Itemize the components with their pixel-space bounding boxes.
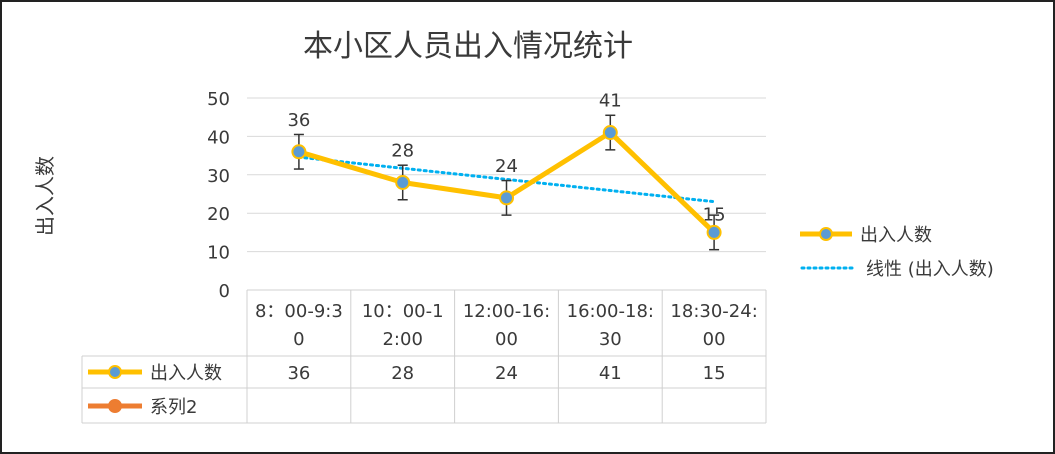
table-key-marker [108, 365, 122, 379]
y-tick-label: 10 [207, 243, 230, 264]
table-cell: 15 [703, 363, 726, 384]
data-table: 8：00-9:3 0 36 10：00-1 2:00 28 12:00-16: 00 24 16:… [81, 289, 767, 424]
data-label: 24 [495, 156, 518, 177]
data-label: 41 [599, 91, 622, 112]
table-cell: 36 [287, 363, 310, 384]
legend-entry: 线性 (出入人数) [866, 259, 994, 280]
x-tick-label: 16:00-18: 30 [567, 301, 654, 350]
data-label: 28 [391, 140, 414, 161]
trendline [297, 155, 716, 204]
x-tick-label: 8：00-9:3 0 [255, 301, 343, 350]
y-tick-label: 0 [219, 281, 230, 302]
x-tick-label: 12:00-16: 00 [463, 301, 550, 350]
chart-title: 本小区人员出入情况统计 [303, 29, 633, 64]
table-cell: 24 [495, 363, 518, 384]
data-point [291, 144, 307, 160]
data-label: 36 [287, 110, 310, 131]
table-row-header: 出入人数 [150, 363, 222, 384]
data-labels: 36 28 24 41 15 [287, 91, 725, 226]
y-tick-label: 30 [207, 166, 230, 187]
y-axis-label: 出入人数 [33, 156, 57, 236]
data-markers [291, 125, 722, 240]
data-label: 15 [703, 204, 726, 225]
data-point [499, 190, 514, 206]
legend-entry: 出入人数 [860, 225, 932, 246]
legend-key-marker [819, 227, 833, 241]
error-bars [293, 114, 720, 251]
y-tick-labels: 0 10 20 30 40 50 [207, 89, 230, 302]
x-tick-label: 18:30-24: 00 [670, 301, 757, 350]
y-tick-label: 20 [207, 204, 230, 225]
x-tick-label: 10：00-1 2:00 [362, 301, 444, 350]
trendline-line [297, 155, 716, 204]
y-tick-label: 40 [207, 127, 230, 148]
table-row-header: 系列2 [150, 397, 197, 418]
table-cell: 28 [391, 363, 414, 384]
data-point [395, 174, 411, 190]
table-cell: 41 [599, 363, 622, 384]
data-point [602, 125, 618, 141]
table-key-marker [108, 399, 122, 413]
y-tick-label: 50 [207, 89, 230, 110]
data-point [706, 224, 722, 240]
